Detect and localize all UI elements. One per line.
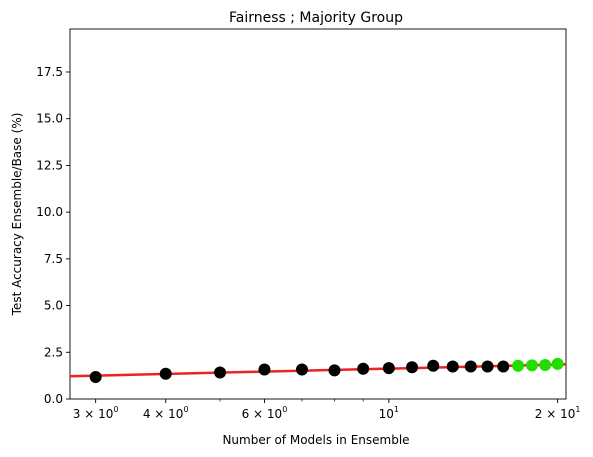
data-point bbox=[295, 363, 308, 376]
chart-title: Fairness ; Majority Group bbox=[229, 10, 403, 26]
data-point bbox=[89, 370, 102, 383]
data-point bbox=[539, 358, 552, 371]
data-point bbox=[427, 359, 440, 372]
data-point bbox=[214, 366, 227, 379]
data-point bbox=[525, 359, 538, 372]
data-point bbox=[512, 359, 525, 372]
x-tick-label: 101 bbox=[379, 405, 399, 421]
y-tick-label: 12.5 bbox=[36, 158, 63, 172]
plot-area: 0.0 2.5 5.0 7.5 10.0 12.5 15.0 17.5 3 × 100 4 × 1… bbox=[36, 28, 581, 421]
y-tick-label: 15.0 bbox=[36, 112, 63, 126]
y-tick-label: 5.0 bbox=[44, 299, 63, 313]
data-point bbox=[159, 367, 172, 380]
x-tick-label: 2 × 101 bbox=[535, 405, 581, 421]
y-tick-label: 0.0 bbox=[44, 392, 63, 406]
y-tick-label: 10.0 bbox=[36, 205, 63, 219]
data-point bbox=[382, 362, 395, 375]
data-point bbox=[258, 363, 271, 376]
x-axis-label: Number of Models in Ensemble bbox=[222, 433, 409, 447]
data-point bbox=[497, 360, 510, 373]
data-point bbox=[328, 364, 341, 377]
y-tick-label: 17.5 bbox=[36, 65, 63, 79]
data-point bbox=[464, 360, 477, 373]
x-tick-label: 4 × 100 bbox=[143, 405, 189, 421]
axes-frame bbox=[69, 28, 567, 400]
data-point bbox=[406, 361, 419, 374]
data-point bbox=[481, 360, 494, 373]
y-axis-label: Test Accuracy Ensemble/Base (%) bbox=[10, 113, 24, 317]
x-tick-label: 3 × 100 bbox=[73, 405, 119, 421]
y-tick-label: 7.5 bbox=[44, 252, 63, 266]
y-tick-label: 2.5 bbox=[44, 345, 63, 359]
data-point bbox=[551, 357, 564, 370]
x-tick-label: 6 × 100 bbox=[242, 405, 288, 421]
data-point bbox=[446, 360, 459, 373]
data-point bbox=[357, 362, 370, 375]
